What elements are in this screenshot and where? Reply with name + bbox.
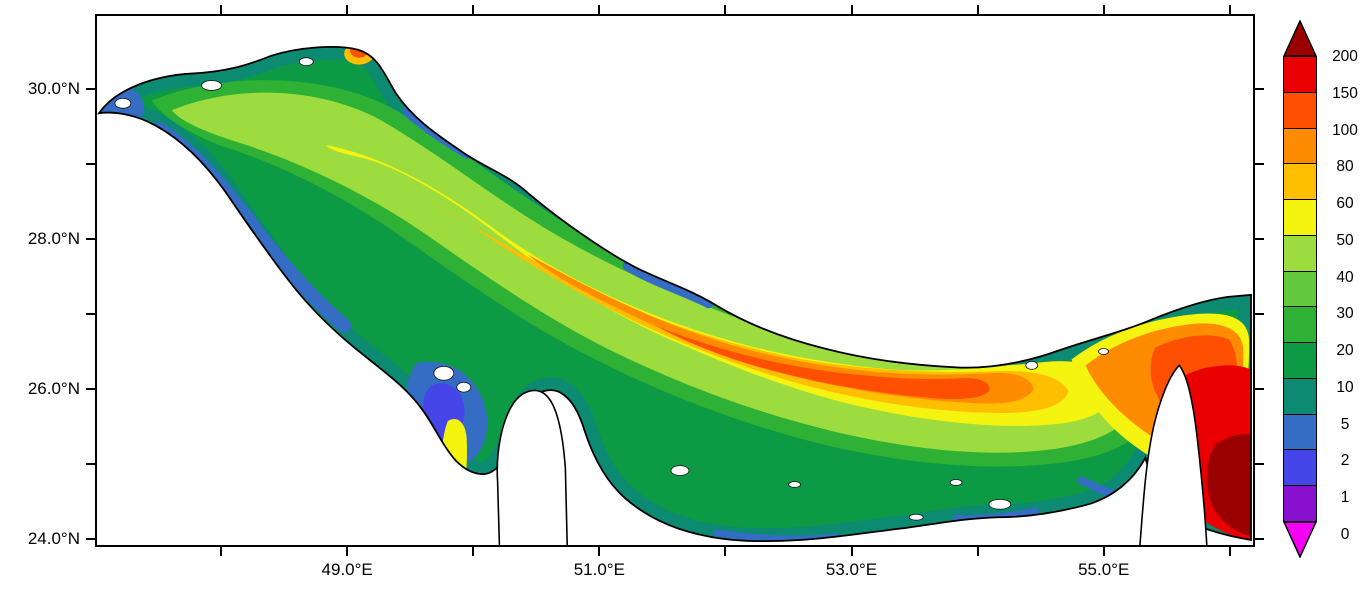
- x-tick-mark-bottom: [346, 547, 349, 556]
- x-tick-mark-bottom: [1102, 547, 1105, 556]
- x-tick-mark-top: [724, 5, 727, 14]
- islands: [114, 57, 1109, 521]
- colorbar-level-label: 40: [1336, 268, 1354, 286]
- colorbar-level-label: 2: [1340, 452, 1350, 470]
- x-tick-mark-top: [220, 5, 223, 14]
- y-tick-mark-right: [1255, 238, 1264, 241]
- colorbar-segment: [1283, 413, 1317, 451]
- colorbar-level-label: 0: [1340, 526, 1350, 543]
- x-tick-mark-top: [976, 5, 979, 14]
- colorbar-over-arrow: [1283, 20, 1317, 57]
- colorbar-level-label: 50: [1336, 231, 1354, 249]
- x-tick-mark-top: [346, 5, 349, 14]
- y-tick-mark-right: [1255, 313, 1264, 316]
- qatar-west-gold-speck: [450, 484, 461, 501]
- colorbar-segment: [1283, 56, 1317, 93]
- island: [298, 57, 314, 67]
- y-tick-label: 30.0°N: [27, 79, 80, 99]
- nw-head-purple-speck: [105, 89, 116, 98]
- y-tick-mark-left: [86, 538, 95, 541]
- island: [433, 365, 455, 381]
- colorbar-level-label: 150: [1332, 84, 1358, 102]
- x-tick-mark-top: [598, 5, 601, 14]
- island: [670, 465, 690, 476]
- colorbar-segment: [1283, 449, 1317, 487]
- x-tick-mark-top: [472, 5, 475, 14]
- gulf-of-oman-dark-red: [1206, 434, 1252, 537]
- y-tick-mark-left: [86, 313, 95, 316]
- colorbar-segment: [1283, 377, 1317, 415]
- x-tick-label: 55.0°E: [1078, 560, 1130, 579]
- island: [1025, 360, 1039, 370]
- qatar-west-yellow-strip: [441, 418, 467, 511]
- island: [788, 481, 801, 488]
- x-tick-mark-top: [1102, 5, 1105, 14]
- colorbar-segment: [1283, 342, 1317, 379]
- map-plot-area: [95, 14, 1255, 547]
- colorbar-level-label: 5: [1340, 415, 1350, 433]
- colorbar: [1283, 20, 1317, 558]
- y-tick-mark-left: [86, 238, 95, 241]
- x-tick-mark-bottom: [598, 547, 601, 556]
- colorbar-level-label: 10: [1336, 378, 1354, 396]
- coastline: [97, 46, 1252, 543]
- x-tick-mark-bottom: [472, 547, 475, 556]
- x-tick-mark-bottom: [220, 547, 223, 556]
- colorbar-level-label: 30: [1336, 305, 1354, 323]
- y-tick-mark-left: [86, 388, 95, 391]
- x-tick-mark-bottom: [724, 547, 727, 556]
- colorbar-level-label: 20: [1336, 342, 1354, 360]
- colorbar-segment: [1283, 127, 1317, 165]
- y-tick-mark-right: [1255, 463, 1264, 466]
- x-tick-label: 51.0°E: [573, 560, 625, 579]
- iran-coast-blue-strip-2: [622, 261, 714, 309]
- y-tick-label: 28.0°N: [27, 229, 80, 249]
- colorbar-level-label: 80: [1336, 158, 1354, 176]
- x-tick-mark-bottom: [1228, 547, 1231, 556]
- y-tick-mark-right: [1255, 88, 1264, 91]
- qatar-peninsula: [496, 389, 569, 545]
- colorbar-level-label: 200: [1332, 48, 1358, 65]
- x-tick-label: 53.0°E: [825, 560, 878, 579]
- y-tick-label: 24.0°N: [27, 529, 80, 549]
- contour-band-100-150: [655, 325, 990, 399]
- colorbar-level-label: 60: [1336, 195, 1354, 213]
- y-tick-mark-right: [1255, 388, 1264, 391]
- x-tick-mark-bottom: [850, 547, 853, 556]
- colorbar-segment: [1283, 199, 1317, 236]
- y-tick-mark-left: [86, 463, 95, 466]
- island: [908, 513, 924, 521]
- island: [949, 479, 963, 486]
- colorbar-level-label: 1: [1340, 489, 1350, 507]
- colorbar-under-arrow: [1283, 521, 1317, 558]
- y-tick-mark-left: [86, 88, 95, 91]
- y-tick-label: 26.0°N: [27, 379, 80, 399]
- island: [1098, 348, 1109, 355]
- colorbar-segment: [1283, 234, 1317, 272]
- x-tick-mark-top: [850, 5, 853, 14]
- island: [201, 80, 222, 91]
- x-tick-mark-bottom: [976, 547, 979, 556]
- colorbar-segment: [1283, 306, 1317, 344]
- colorbar-segment: [1283, 91, 1317, 129]
- musandam-peninsula: [1139, 364, 1208, 545]
- water-contour-fill: [98, 46, 1252, 542]
- colorbar-segment: [1283, 485, 1317, 522]
- island: [988, 498, 1012, 510]
- x-tick-mark-top: [1228, 5, 1231, 14]
- x-tick-label: 49.0°E: [321, 560, 373, 579]
- colorbar-level-label: 100: [1332, 121, 1358, 139]
- island: [1064, 331, 1093, 340]
- y-tick-mark-right: [1255, 538, 1264, 541]
- colorbar-segment: [1283, 163, 1317, 201]
- colorbar-segment: [1283, 270, 1317, 308]
- y-tick-mark-right: [1255, 163, 1264, 166]
- island: [114, 97, 132, 109]
- gulf-map: [97, 46, 1252, 545]
- island: [456, 381, 472, 393]
- y-tick-mark-left: [86, 163, 95, 166]
